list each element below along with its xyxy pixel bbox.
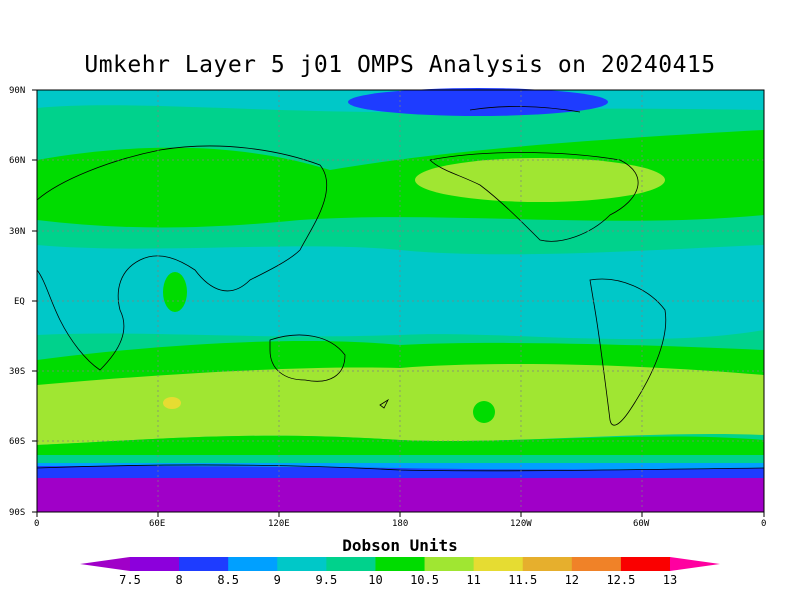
- eurasia-africa-coast: [36, 145, 328, 371]
- lon-label: 120W: [510, 519, 532, 529]
- lon-labels: 0 60E 120E 180 120W 60W 0: [34, 519, 766, 529]
- australia-coast: [269, 334, 346, 382]
- polar-low-8.5: [348, 88, 608, 116]
- north-america-max-11: [415, 158, 665, 202]
- colorbar-swatch: [522, 557, 573, 571]
- axis-ticks: [32, 89, 765, 517]
- colorbar-swatch: [326, 557, 376, 571]
- lat-label: 30S: [9, 367, 25, 377]
- africa-10.5: [163, 272, 187, 312]
- south-america-coast: [589, 278, 667, 426]
- lat-labels: 90N 60N 30N EQ 30S 60S 90S: [9, 86, 25, 518]
- colorbar-swatch: [620, 557, 671, 571]
- map-title: Umkehr Layer 5 j01 OMPS Analysis on 2024…: [84, 52, 716, 78]
- antarctic-7.5: [37, 478, 764, 512]
- colorbar-title: Dobson Units: [342, 536, 458, 555]
- lat-label: EQ: [14, 297, 25, 307]
- colorbar-swatch: [179, 557, 229, 571]
- colorbar-swatch: [277, 557, 327, 571]
- new-zealand-coast: [379, 398, 389, 409]
- band-tropics-9.5: [37, 245, 764, 340]
- colorbar-swatch: [473, 557, 524, 571]
- lon-label: 0: [34, 519, 39, 529]
- lat-label: 30N: [9, 227, 25, 237]
- colorbar-swatch: [130, 557, 180, 571]
- lon-label: 60W: [633, 519, 650, 529]
- colorbar-label: 12.5: [606, 573, 635, 587]
- lat-label: 90S: [9, 508, 25, 518]
- colorbar-arrow-low: [80, 557, 130, 571]
- lon-label: 60E: [149, 519, 165, 529]
- colorbar: 7.5 8 8.5 9 9.5 10 10.5 11 11.5 12 12.5 13: [80, 557, 720, 587]
- colorbar-label: 11.5: [508, 573, 537, 587]
- contour-fill: [37, 88, 764, 512]
- colorbar-swatch: [228, 557, 278, 571]
- band-8.5: [37, 466, 764, 478]
- lon-label: 180: [392, 519, 408, 529]
- south-indian-max-11.5: [163, 397, 181, 409]
- band-60s-10: [37, 455, 764, 463]
- colorbar-label: 11: [466, 573, 480, 587]
- lat-label: 60S: [9, 437, 25, 447]
- colorbar-label: 8.5: [217, 573, 239, 587]
- band-60s-10.5: [37, 435, 764, 455]
- south-pacific-10.5: [473, 401, 495, 423]
- north-america-coast: [429, 152, 639, 242]
- lon-label: 0: [761, 519, 766, 529]
- colorbar-label: 13: [663, 573, 677, 587]
- colorbar-label: 8: [175, 573, 182, 587]
- colorbar-label: 10.5: [410, 573, 439, 587]
- colorbar-label: 7.5: [119, 573, 141, 587]
- colorbar-label: 9: [274, 573, 281, 587]
- band-mid-north-10.5: [37, 130, 764, 228]
- band-south-11: [37, 364, 764, 445]
- lat-label: 60N: [9, 156, 25, 166]
- graticule: [37, 90, 764, 512]
- colorbar-label: 12: [565, 573, 579, 587]
- colorbar-swatch: [571, 557, 622, 571]
- lon-label: 120E: [268, 519, 290, 529]
- colorbar-swatch: [424, 557, 475, 571]
- colorbar-arrow-high: [670, 557, 720, 571]
- lat-label: 90N: [9, 86, 25, 96]
- colorbar-label: 10: [368, 573, 382, 587]
- colorbar-swatch: [375, 557, 426, 571]
- colorbar-label: 9.5: [316, 573, 338, 587]
